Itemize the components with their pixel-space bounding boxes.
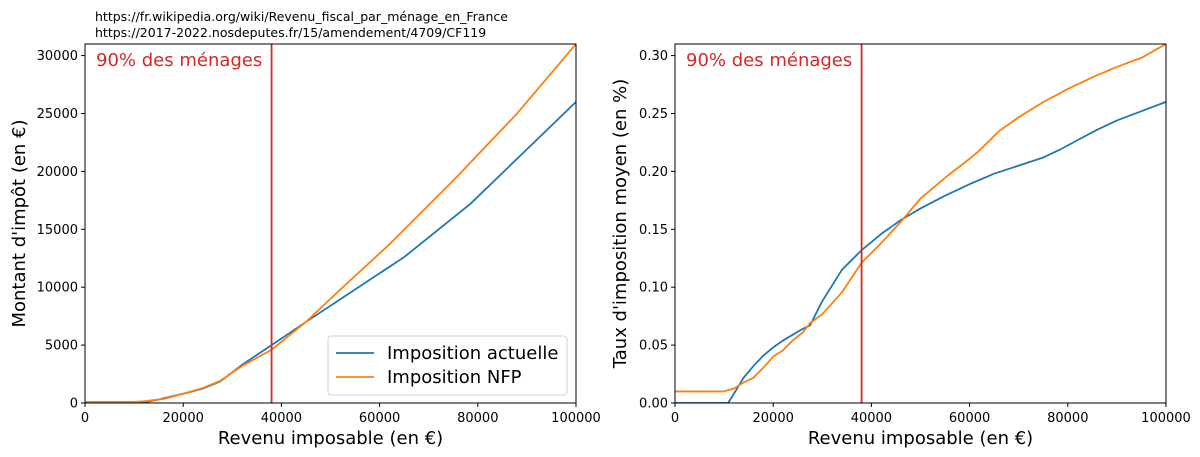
right-xtick-label: 60000 [949, 411, 990, 426]
left-xtick-label: 80000 [457, 411, 498, 426]
left-legend: Imposition actuelle Imposition NFP [327, 335, 568, 396]
right-xtick-label: 0 [671, 411, 679, 426]
left-ytick-label: 30000 [37, 49, 78, 64]
left-ytick-label: 5000 [45, 339, 78, 354]
source-url-2: https://2017-2022.nosdeputes.fr/15/amend… [95, 25, 486, 40]
source-url-1: https://fr.wikipedia.org/wiki/Revenu_fis… [95, 9, 508, 24]
right-ytick-label: 0.30 [639, 49, 668, 64]
left-xtick-label: 60000 [359, 411, 400, 426]
left-ytick-label: 20000 [37, 165, 78, 180]
left-ytick-label: 25000 [37, 107, 78, 122]
left-axes-frame [84, 43, 577, 404]
left-ytick-label: 0 [70, 397, 78, 412]
right-xaxis-title: Revenu imposable (en €) [808, 428, 1033, 449]
right-xtick-label: 80000 [1047, 411, 1088, 426]
left-xtick-label: 20000 [163, 411, 204, 426]
right-xtick-label: 20000 [753, 411, 794, 426]
right-ytick-label: 0.00 [639, 397, 668, 412]
legend-label-nfp: Imposition NFP [387, 367, 522, 388]
right-annotation-90pct: 90% des ménages [686, 50, 852, 71]
right-ytick-label: 0.10 [639, 281, 668, 296]
right-chart: 90% des ménages 0 20000 40000 60000 80000 1000… [610, 43, 1191, 449]
left-ytick-label: 15000 [37, 223, 78, 238]
left-plot-area [85, 44, 576, 403]
right-plot-area [675, 44, 1166, 403]
right-yaxis-title: Taux d'imposition moyen (en %) [610, 79, 631, 370]
right-ytick-label: 0.05 [639, 339, 668, 354]
left-xtick-label: 0 [81, 411, 89, 426]
right-ytick-label: 0.20 [639, 165, 668, 180]
left-xaxis-title: Revenu imposable (en €) [218, 428, 443, 449]
left-xtick-label: 100000 [551, 411, 601, 426]
right-series-line-actuelle [675, 101, 1166, 403]
left-ytick-label: 10000 [37, 281, 78, 296]
right-xtick-label: 40000 [851, 411, 892, 426]
left-xtick-label: 40000 [261, 411, 302, 426]
legend-label-actuelle: Imposition actuelle [387, 343, 558, 364]
left-chart: 90% des ménages 0 20000 40000 60000 80000 1000… [9, 43, 601, 449]
left-series-line-nfp [85, 44, 576, 403]
right-ytick-label: 0.15 [639, 223, 668, 238]
legend-box [327, 335, 568, 396]
right-xtick-label: 100000 [1141, 411, 1191, 426]
right-ytick-label: 0.25 [639, 107, 668, 122]
left-annotation-90pct: 90% des ménages [96, 50, 262, 71]
right-series-line-nfp [675, 44, 1166, 393]
left-yaxis-title: Montant d'impôt (en €) [9, 119, 30, 327]
right-axes-frame [674, 43, 1167, 404]
